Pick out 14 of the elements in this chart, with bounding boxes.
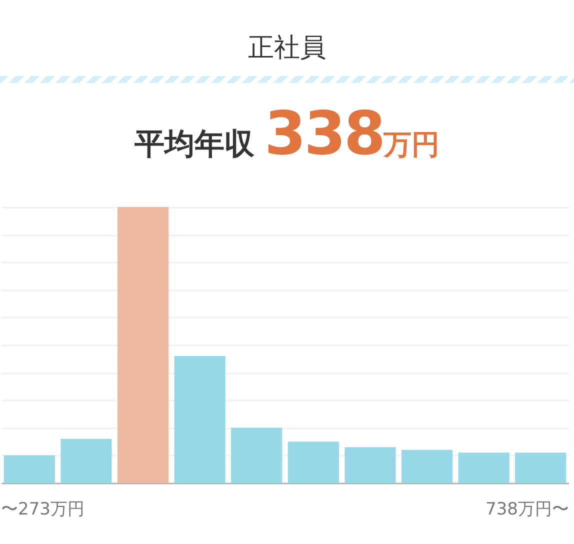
bar xyxy=(4,455,55,483)
bar xyxy=(515,452,566,483)
x-tick-label: 738万円〜 xyxy=(486,500,569,520)
bar xyxy=(117,207,169,483)
bar xyxy=(288,442,339,483)
bar xyxy=(60,438,112,483)
bar xyxy=(401,450,453,483)
chart-title: 正社員 xyxy=(247,32,327,65)
x-tick-label: 〜273万円 xyxy=(1,500,84,520)
bar xyxy=(231,428,282,483)
bar xyxy=(344,447,396,483)
bar xyxy=(174,356,226,483)
bar xyxy=(458,452,510,483)
chart-subtitle: 平均年収 338万円 xyxy=(134,99,440,169)
